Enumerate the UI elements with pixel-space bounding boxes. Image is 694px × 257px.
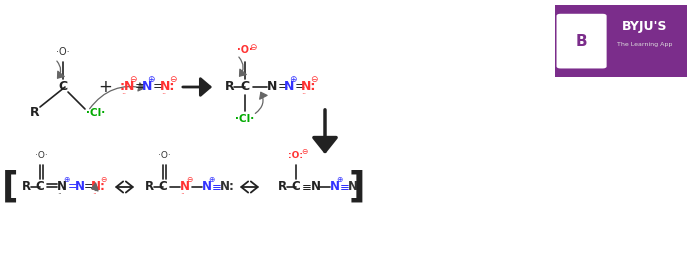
- Text: The Learning App: The Learning App: [617, 42, 672, 47]
- Text: ·Cl·: ·Cl·: [86, 108, 105, 118]
- Text: ⊕: ⊕: [289, 75, 297, 84]
- Text: N: N: [267, 80, 278, 94]
- Text: R: R: [278, 180, 287, 194]
- Text: ·O·: ·O·: [158, 151, 170, 160]
- Text: N: N: [57, 180, 67, 194]
- Text: N:: N:: [301, 80, 316, 94]
- FancyBboxPatch shape: [557, 14, 607, 68]
- Text: ⊖: ⊖: [186, 175, 192, 183]
- Text: =: =: [68, 180, 78, 194]
- Text: ⊕: ⊕: [336, 175, 342, 183]
- Text: ⊕: ⊕: [208, 175, 214, 183]
- Text: ⊕: ⊕: [147, 75, 155, 84]
- Text: ·Cl·: ·Cl·: [235, 114, 255, 124]
- Text: N: N: [284, 80, 294, 94]
- Text: ··: ··: [121, 90, 126, 99]
- FancyBboxPatch shape: [552, 4, 690, 79]
- Text: ⊖: ⊖: [249, 42, 257, 51]
- Text: ··: ··: [180, 190, 185, 199]
- Text: N:: N:: [220, 180, 235, 194]
- Text: N: N: [180, 180, 190, 194]
- Text: =: =: [84, 180, 94, 194]
- Text: ·O·: ·O·: [237, 45, 253, 55]
- Text: ⊖: ⊖: [310, 75, 318, 84]
- Text: N: N: [75, 180, 85, 194]
- Text: N: N: [202, 180, 212, 194]
- Text: ≡: ≡: [302, 180, 312, 194]
- Text: [: [: [2, 170, 18, 204]
- Text: C: C: [159, 180, 167, 194]
- Text: ·O·: ·O·: [56, 47, 70, 57]
- Text: =: =: [135, 80, 146, 94]
- Text: N:: N:: [348, 180, 363, 194]
- Text: R: R: [22, 180, 31, 194]
- Text: +: +: [98, 78, 112, 96]
- Text: ≡: ≡: [340, 180, 350, 194]
- Text: C: C: [291, 180, 301, 194]
- Text: =: =: [295, 80, 305, 94]
- Text: =: =: [278, 80, 289, 94]
- Text: BYJU'S: BYJU'S: [622, 20, 668, 33]
- Text: :O:: :O:: [289, 151, 303, 160]
- Text: N: N: [142, 80, 153, 94]
- Text: ⊖: ⊖: [169, 75, 177, 84]
- Text: R: R: [30, 106, 40, 118]
- Text: ··: ··: [162, 90, 167, 99]
- Text: ··: ··: [92, 190, 97, 199]
- Text: C: C: [58, 80, 67, 94]
- Text: ]: ]: [349, 170, 365, 204]
- Text: C: C: [240, 80, 250, 94]
- Text: ⊕: ⊕: [63, 175, 69, 183]
- Text: C: C: [35, 180, 44, 194]
- Text: B: B: [576, 34, 587, 49]
- Text: ≡: ≡: [212, 180, 222, 194]
- Text: ··: ··: [58, 190, 62, 199]
- Text: ⊖: ⊖: [301, 146, 307, 155]
- Text: =: =: [153, 80, 164, 94]
- Text: N: N: [311, 180, 321, 194]
- Text: R: R: [225, 80, 235, 94]
- Text: N: N: [330, 180, 340, 194]
- Text: :N: :N: [120, 80, 135, 94]
- Text: ⊖: ⊖: [100, 175, 106, 183]
- Text: N:: N:: [91, 180, 106, 194]
- Text: ·O·: ·O·: [35, 151, 47, 160]
- Text: N:: N:: [160, 80, 176, 94]
- Text: ⊖: ⊖: [129, 75, 137, 84]
- Text: R: R: [145, 180, 154, 194]
- Text: ··: ··: [301, 90, 307, 99]
